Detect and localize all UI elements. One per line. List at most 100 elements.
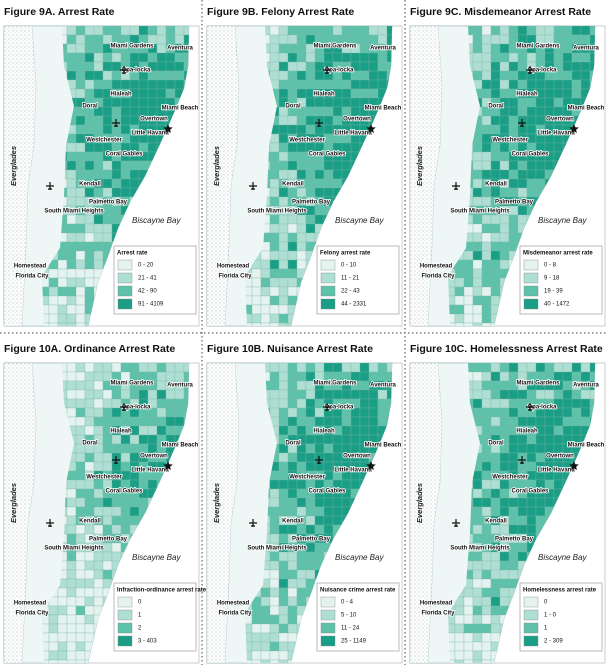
tract [84, 286, 95, 297]
tract [341, 97, 352, 108]
tract [102, 52, 113, 63]
tract [341, 389, 352, 400]
tract [165, 88, 176, 99]
tract [156, 34, 167, 45]
tract [490, 587, 501, 598]
tract [553, 434, 564, 445]
tract [526, 26, 537, 36]
panel-title: Figure 10A. Ordinance Arrest Rate [4, 343, 175, 355]
tract [269, 398, 280, 409]
tract [350, 88, 361, 99]
tract [102, 506, 113, 517]
tract [260, 250, 271, 261]
tract [269, 178, 280, 189]
place-label: South Miami Heights [450, 209, 510, 215]
tract [481, 169, 492, 180]
tract [499, 363, 510, 373]
tract [75, 578, 86, 589]
map: Everglades Biscayne Bay Miami Gardens Avent… [206, 25, 402, 327]
tract [571, 26, 582, 36]
tract [278, 43, 289, 54]
tract [278, 659, 289, 663]
panel-title: Figure 10C. Homelessness Arrest Rate [410, 343, 603, 355]
tract [84, 632, 95, 643]
tract [296, 596, 307, 607]
tract [278, 650, 289, 661]
tract [147, 416, 158, 427]
tract [517, 97, 528, 108]
tract [305, 124, 316, 135]
tract [296, 151, 307, 162]
tract [75, 470, 86, 481]
place-label: Kendall [282, 182, 304, 188]
tract [490, 416, 501, 427]
tract [526, 133, 537, 144]
tract [57, 659, 68, 663]
tract [508, 187, 519, 198]
airport-icon [120, 403, 128, 411]
tract [138, 52, 149, 63]
tract [93, 578, 104, 589]
place-label: Hialeah [110, 92, 132, 98]
tract [156, 425, 167, 436]
tract [287, 286, 298, 297]
tract [377, 34, 388, 45]
tract [490, 407, 501, 418]
airport-icon [315, 456, 323, 464]
place-label: Florida City [218, 611, 252, 617]
tract [93, 214, 104, 225]
tract [278, 587, 289, 598]
tract [111, 205, 122, 216]
tract [562, 52, 573, 63]
tract [93, 232, 104, 243]
tract [472, 26, 483, 36]
place-label: Doral [82, 104, 98, 110]
tract [314, 363, 325, 373]
tract [269, 160, 280, 171]
tract [269, 52, 280, 63]
tract [359, 389, 370, 400]
tract [314, 497, 325, 508]
tract [66, 506, 77, 517]
tract [278, 533, 289, 544]
tract [508, 443, 519, 454]
tract [66, 363, 77, 373]
tract [287, 632, 298, 643]
tract [102, 524, 113, 535]
tract [305, 363, 316, 373]
tract [314, 106, 325, 117]
tract [75, 587, 86, 598]
tract [490, 425, 501, 436]
tract [278, 452, 289, 463]
tract [269, 142, 280, 153]
tract [368, 389, 379, 400]
tract [454, 623, 465, 634]
tract [138, 88, 149, 99]
tract [332, 26, 343, 36]
tract [66, 551, 77, 562]
tract [102, 389, 113, 400]
place-label: Coral Gables [511, 152, 549, 158]
tract [472, 196, 483, 207]
tract [481, 380, 492, 391]
tract [66, 160, 77, 171]
tract [526, 124, 537, 135]
tract [251, 295, 262, 306]
tract [129, 115, 140, 126]
tract [278, 416, 289, 427]
tract [287, 34, 298, 45]
tract [129, 416, 140, 427]
tract [332, 79, 343, 90]
tract [305, 416, 316, 427]
tract [350, 425, 361, 436]
tract [75, 560, 86, 571]
tract [377, 371, 388, 382]
tract [341, 106, 352, 117]
tract [278, 560, 289, 571]
tract [499, 380, 510, 391]
tract [102, 434, 113, 445]
tract [490, 88, 501, 99]
tract [499, 407, 510, 418]
tract [490, 26, 501, 36]
tract [499, 79, 510, 90]
